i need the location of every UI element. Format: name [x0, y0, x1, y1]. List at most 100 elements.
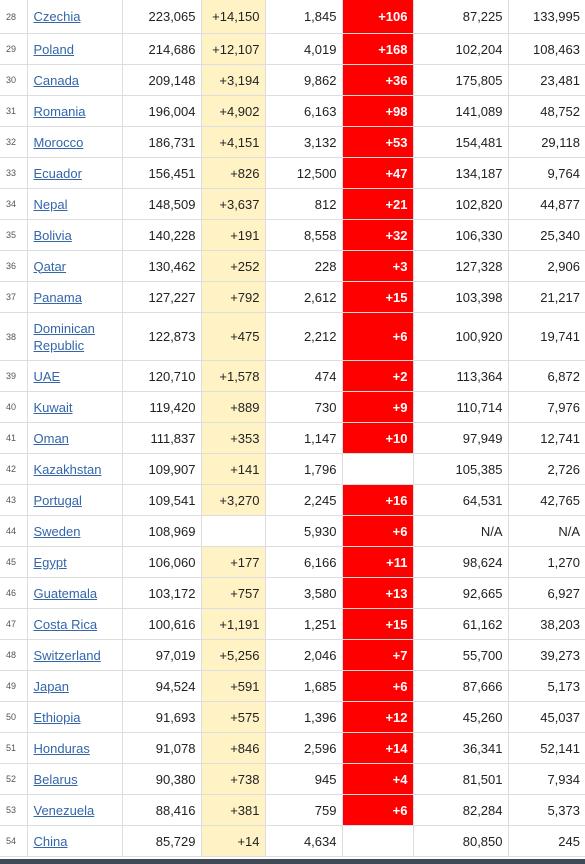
- country-link[interactable]: Egypt: [33, 554, 67, 570]
- country-cell: Kazakhstan: [27, 453, 123, 485]
- total-deaths-cell: 9,862: [265, 64, 343, 96]
- country-link[interactable]: Oman: [33, 430, 69, 446]
- country-link[interactable]: Dominican Republic: [33, 320, 95, 353]
- country-link[interactable]: Canada: [33, 72, 80, 88]
- rank-cell: 38: [0, 312, 28, 361]
- new-deaths-cell: [342, 825, 414, 857]
- bottom-scrollbar[interactable]: [0, 859, 585, 864]
- table-row: 52 Belarus 90,380 +738 945 +4 81,501 7,934: [0, 763, 585, 795]
- active-cell: 25,340: [508, 219, 585, 251]
- recovered-cell: 154,481: [413, 126, 509, 158]
- country-link[interactable]: Kuwait: [33, 399, 73, 415]
- total-deaths-cell: 1,685: [265, 670, 343, 702]
- country-link[interactable]: Bolivia: [33, 227, 72, 243]
- total-deaths-cell: 1,147: [265, 422, 343, 454]
- country-link[interactable]: Kazakhstan: [33, 461, 102, 477]
- rank-cell: 43: [0, 484, 28, 516]
- total-cases-cell: 85,729: [122, 825, 202, 857]
- active-cell: 12,741: [508, 422, 585, 454]
- country-link[interactable]: China: [33, 833, 68, 849]
- country-link[interactable]: Panama: [33, 289, 82, 305]
- new-cases-cell: +14,150: [201, 0, 266, 34]
- country-link[interactable]: Costa Rica: [33, 616, 98, 632]
- total-deaths-cell: 812: [265, 188, 343, 220]
- country-cell: Kuwait: [27, 391, 123, 423]
- total-cases-cell: 108,969: [122, 515, 202, 547]
- country-cell: Switzerland: [27, 639, 123, 671]
- table-row: 48 Switzerland 97,019 +5,256 2,046 +7 55,700 39…: [0, 639, 585, 671]
- country-link[interactable]: Venezuela: [33, 802, 95, 818]
- total-cases-cell: 111,837: [122, 422, 202, 454]
- country-link[interactable]: Ethiopia: [33, 709, 81, 725]
- total-deaths-cell: 1,251: [265, 608, 343, 640]
- country-cell: Egypt: [27, 546, 123, 578]
- country-cell: Ethiopia: [27, 701, 123, 733]
- country-link[interactable]: Ecuador: [33, 165, 82, 181]
- total-cases-cell: 140,228: [122, 219, 202, 251]
- total-deaths-cell: 2,596: [265, 732, 343, 764]
- new-deaths-cell: +15: [342, 281, 414, 313]
- table-row: 46 Guatemala 103,172 +757 3,580 +13 92,665 6,92…: [0, 577, 585, 609]
- new-cases-cell: +757: [201, 577, 266, 609]
- active-cell: 6,872: [508, 360, 585, 392]
- active-cell: 9,764: [508, 157, 585, 189]
- new-cases-cell: +381: [201, 794, 266, 826]
- active-cell: 21,217: [508, 281, 585, 313]
- country-link[interactable]: Sweden: [33, 523, 81, 539]
- active-cell: 2,726: [508, 453, 585, 485]
- country-link[interactable]: UAE: [33, 368, 61, 384]
- total-deaths-cell: 6,166: [265, 546, 343, 578]
- table-row: 37 Panama 127,227 +792 2,612 +15 103,398 21,217: [0, 281, 585, 313]
- total-deaths-cell: 3,132: [265, 126, 343, 158]
- active-cell: 42,765: [508, 484, 585, 516]
- country-cell: Bolivia: [27, 219, 123, 251]
- country-cell: Portugal: [27, 484, 123, 516]
- table-row: 38 Dominican Republic 122,873 +475 2,212 +6 10…: [0, 312, 585, 361]
- table-row: 47 Costa Rica 100,616 +1,191 1,251 +15 61,162 3…: [0, 608, 585, 640]
- country-link[interactable]: Qatar: [33, 258, 67, 274]
- new-deaths-cell: +6: [342, 312, 414, 361]
- rank-cell: 49: [0, 670, 28, 702]
- country-cell: Canada: [27, 64, 123, 96]
- new-cases-cell: +177: [201, 546, 266, 578]
- country-link[interactable]: Japan: [33, 678, 69, 694]
- total-deaths-cell: 228: [265, 250, 343, 282]
- country-link[interactable]: Poland: [33, 41, 74, 57]
- total-deaths-cell: 1,396: [265, 701, 343, 733]
- table-row: 28 Czechia 223,065 +14,150 1,845 +106 87,225 13…: [0, 0, 585, 34]
- total-cases-cell: 94,524: [122, 670, 202, 702]
- country-link[interactable]: Honduras: [33, 740, 90, 756]
- country-cell: Czechia: [27, 0, 123, 34]
- recovered-cell: 102,820: [413, 188, 509, 220]
- new-cases-cell: +3,194: [201, 64, 266, 96]
- rank-cell: 33: [0, 157, 28, 189]
- table-row: 43 Portugal 109,541 +3,270 2,245 +16 64,531 42,…: [0, 484, 585, 516]
- new-cases-cell: +4,151: [201, 126, 266, 158]
- rank-cell: 54: [0, 825, 28, 857]
- new-deaths-cell: +3: [342, 250, 414, 282]
- country-link[interactable]: Switzerland: [33, 647, 101, 663]
- country-link[interactable]: Portugal: [33, 492, 82, 508]
- total-deaths-cell: 474: [265, 360, 343, 392]
- country-link[interactable]: Guatemala: [33, 585, 98, 601]
- recovered-cell: 102,204: [413, 33, 509, 65]
- total-cases-cell: 223,065: [122, 0, 202, 34]
- country-cell: Panama: [27, 281, 123, 313]
- total-deaths-cell: 759: [265, 794, 343, 826]
- recovered-cell: 106,330: [413, 219, 509, 251]
- country-cell: Nepal: [27, 188, 123, 220]
- active-cell: N/A: [508, 515, 585, 547]
- country-link[interactable]: Nepal: [33, 196, 68, 212]
- table-row: 29 Poland 214,686 +12,107 4,019 +168 102,204 10…: [0, 33, 585, 65]
- country-link[interactable]: Morocco: [33, 134, 84, 150]
- new-cases-cell: +826: [201, 157, 266, 189]
- new-deaths-cell: +106: [342, 0, 414, 34]
- new-deaths-cell: +98: [342, 95, 414, 127]
- table-row: 44 Sweden 108,969 5,930 +6 N/A N/A: [0, 515, 585, 547]
- country-link[interactable]: Belarus: [33, 771, 78, 787]
- rank-cell: 53: [0, 794, 28, 826]
- country-link[interactable]: Czechia: [33, 9, 81, 24]
- country-cell: Sweden: [27, 515, 123, 547]
- total-cases-cell: 88,416: [122, 794, 202, 826]
- country-link[interactable]: Romania: [33, 103, 86, 119]
